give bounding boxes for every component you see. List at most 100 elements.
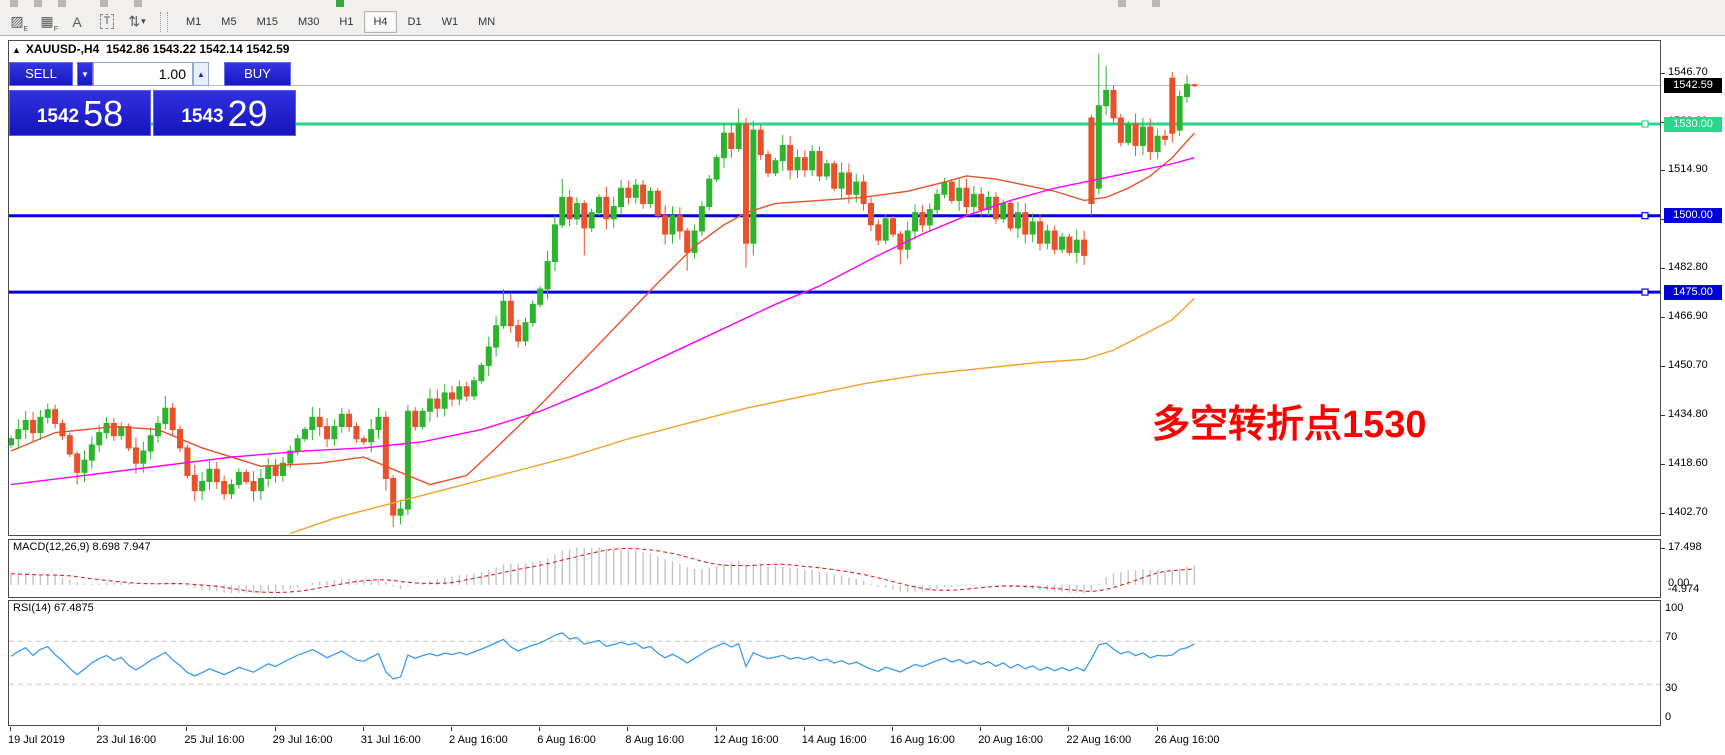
candle [412,407,419,431]
timeframe-button-mn[interactable]: MN [478,15,496,28]
time-tick-mark [892,727,893,731]
candle [720,122,727,169]
timeframe-button-m15[interactable]: M15 [256,15,278,28]
price-tick-label: 1482.80 [1668,261,1708,274]
buy-button[interactable]: BUY [224,62,291,86]
timeframe-button-h1[interactable]: H1 [339,15,354,28]
sell-price-tile[interactable]: 1542 58 [9,90,151,136]
candle [44,403,51,424]
timeframe-button-m1[interactable]: M1 [186,15,202,28]
collapse-arrow-icon[interactable]: ▲ [12,45,21,55]
price-badge-hline: 1530.00 [1664,116,1722,132]
candle [669,206,676,244]
timeframe-button-m5[interactable]: M5 [221,15,237,28]
candle [37,410,44,440]
macd-axis-max: 17.498 [1668,541,1702,553]
candle [1037,214,1043,251]
candle [794,149,801,179]
sell-button[interactable]: SELL [9,62,73,86]
rsi-panel[interactable] [8,600,1661,726]
candle [449,385,455,407]
price-tick-mark [1661,414,1665,416]
candle [882,214,889,245]
candle [500,289,507,329]
time-tick-mark [98,727,100,731]
candle [728,123,735,158]
clipped-icon [1118,0,1126,7]
candle [1191,83,1198,87]
candle [867,197,874,232]
clipped-icon [34,0,42,7]
volume-increase-button[interactable]: ▲ [193,62,209,86]
candle [676,207,683,240]
text-box-icon[interactable]: T [94,11,120,33]
candle [934,189,941,215]
timeframe-button-d1[interactable]: D1 [407,15,422,28]
ohlc-values: 1542.86 1543.22 1542.14 1542.59 [105,42,290,56]
candle [1029,213,1036,243]
time-tick-label: 16 Aug 16:00 [890,734,955,746]
time-tick-mark [539,727,541,731]
candle [963,178,970,217]
candle [478,362,485,384]
candle [52,404,59,429]
equidistant-channel-icon[interactable]: ▨ E [10,13,28,33]
hline-handle[interactable] [1641,212,1649,220]
candle [522,317,529,347]
clipped-icon [58,0,66,7]
volume-decrease-button[interactable]: ▼ [77,62,93,86]
macd-tick-mark [1661,548,1665,549]
price-tick-label: 1514.90 [1668,163,1708,176]
time-tick-label: 2 Aug 16:00 [449,734,508,746]
candle [316,407,323,437]
price-badge-hline: 1475.00 [1664,284,1722,300]
timeframe-button-h4[interactable]: H4 [364,10,397,33]
macd-panel[interactable] [8,539,1661,598]
candle [110,418,117,441]
candle [1154,128,1161,159]
buy-price-tile[interactable]: 1543 29 [153,90,296,136]
ma-medium [10,156,1195,486]
timeframe-group: M1 M5 M15 M30 H1 H4 D1 W1 MN [176,10,505,33]
timeframe-button-w1[interactable]: W1 [441,15,459,28]
candle [456,380,463,406]
fibonacci-grid-icon[interactable]: ▦ F [40,13,58,33]
candle [618,179,625,215]
candle [735,108,742,152]
time-tick-mark [451,727,452,731]
candle [1117,113,1124,147]
hline-handle[interactable] [1641,288,1649,296]
candle [1073,229,1080,263]
arrows-objects-icon[interactable]: ⇅ ▾ [128,13,146,29]
text-label-icon[interactable]: A [72,13,82,30]
price-tick-mark [1661,121,1665,123]
candle [265,457,272,487]
chart-symbol-header: ▲ XAUUSD-,H4 1542.86 1543.22 1542.14 1542… [12,42,289,56]
candle [691,224,698,259]
volume-input[interactable] [93,62,193,86]
candle [1139,117,1146,155]
price-badge-hline: 1500.00 [1664,208,1722,224]
time-tick-label: 6 Aug 16:00 [537,734,596,746]
candle [956,177,963,211]
timeframe-button-m30[interactable]: M30 [297,15,320,28]
candle [1161,129,1168,146]
price-tick-mark [1661,316,1665,318]
time-tick-label: 26 Aug 16:00 [1154,734,1220,746]
candle [625,180,632,205]
candle [118,422,125,440]
candle [8,435,14,448]
candle [875,219,882,246]
candle [272,458,279,483]
time-tick-mark [715,727,717,731]
candle [397,499,404,525]
candle [162,395,169,430]
candle [206,460,213,490]
price-axis[interactable]: 1546.701530.801514.901499.001482.801466.… [1661,40,1725,730]
time-axis[interactable]: 19 Jul 2019 23 Jul 16:00 25 Jul 16:00 29 Ju… [0,727,1725,755]
hline-handle[interactable] [1641,120,1649,128]
chart-text-annotation: 多空转折点1530 [1152,404,1427,446]
candle [897,230,904,265]
price-tick-label: 1418.60 [1668,457,1708,470]
candle [382,411,389,491]
